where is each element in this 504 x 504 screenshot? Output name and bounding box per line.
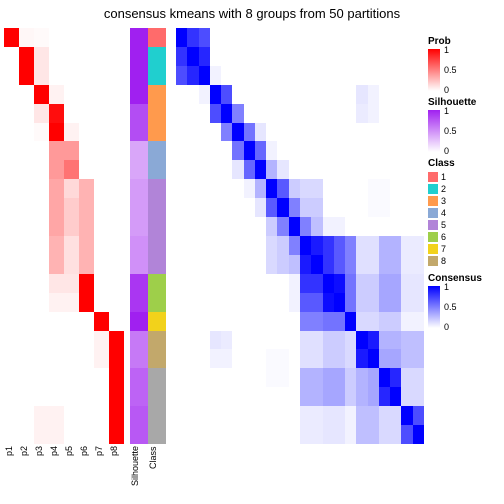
axis-label-p5: p5: [64, 446, 79, 504]
legend-class-1: 1: [428, 171, 502, 183]
legend-class-2: 2: [428, 183, 502, 195]
legend-class-3: 3: [428, 195, 502, 207]
legend-prob-title: Prob: [428, 36, 502, 47]
legend-class-8: 8: [428, 255, 502, 267]
prob-column-p5: [64, 28, 79, 444]
consensus-heatmap: [176, 28, 424, 444]
legend-cons-gradient: [428, 286, 440, 328]
axis-label-p4: p4: [49, 446, 64, 504]
prob-column-p7: [94, 28, 109, 444]
axis-label-p3: p3: [34, 446, 49, 504]
legend-class-5: 5: [428, 219, 502, 231]
axis-label-p7: p7: [94, 446, 109, 504]
plot-title: consensus kmeans with 8 groups from 50 p…: [0, 0, 504, 28]
legend-cons-title: Consensus: [428, 273, 502, 284]
legend-class-title: Class: [428, 158, 502, 169]
silhouette-column: [130, 28, 148, 444]
legend-sil-title: Silhouette: [428, 97, 502, 108]
legend-prob-gradient: [428, 49, 440, 91]
prob-column-p6: [79, 28, 94, 444]
prob-column-p1: [4, 28, 19, 444]
legend-class-7: 7: [428, 243, 502, 255]
legend-class-4: 4: [428, 207, 502, 219]
legend-panel: Prob 10.50 Silhouette 10.50 Class 123456…: [428, 30, 502, 328]
legend-sil-gradient: [428, 110, 440, 152]
legend-class-6: 6: [428, 231, 502, 243]
prob-column-p8: [109, 28, 124, 444]
plot-area: [4, 28, 424, 444]
axis-label-p6: p6: [79, 446, 94, 504]
prob-column-p3: [34, 28, 49, 444]
class-column: [148, 28, 166, 444]
axis-label-class: Class: [148, 446, 166, 504]
axis-label-silhouette: Silhouette: [130, 446, 148, 504]
prob-column-p4: [49, 28, 64, 444]
axis-label-p2: p2: [19, 446, 34, 504]
axis-label-p8: p8: [109, 446, 124, 504]
prob-column-p2: [19, 28, 34, 444]
axis-label-p1: p1: [4, 446, 19, 504]
